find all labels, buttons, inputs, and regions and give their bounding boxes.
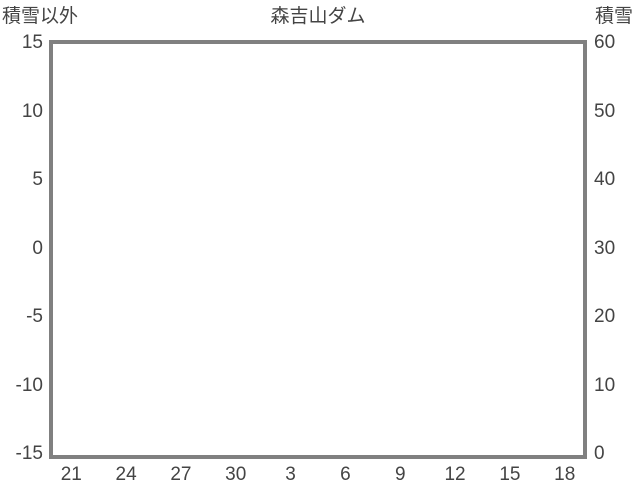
left-axis-tick-6: -15 xyxy=(15,443,43,464)
left-axis-tick-0: 15 xyxy=(21,32,43,53)
x-axis-tick-5: 6 xyxy=(340,464,351,485)
x-axis-tick-7: 12 xyxy=(444,464,466,485)
x-axis-tick-8: 15 xyxy=(499,464,521,485)
x-axis-tick-6: 9 xyxy=(394,464,406,485)
left-axis-tick-3: 0 xyxy=(32,237,43,259)
left-axis-tick-2: 5 xyxy=(32,169,43,190)
x-axis-tick-2: 27 xyxy=(170,464,192,485)
right-axis-tick-3: 30 xyxy=(594,237,616,259)
right-axis-tick-6: 0 xyxy=(594,443,605,464)
right-axis-tick-0: 60 xyxy=(594,32,616,53)
x-axis-tick-0: 21 xyxy=(60,464,82,485)
left-axis-title: 積雪以外 xyxy=(2,6,79,27)
right-axis-title: 積雪 xyxy=(594,6,633,27)
x-axis-tick-3: 30 xyxy=(225,464,247,485)
plot-border xyxy=(49,40,587,459)
left-axis-tick-1: 10 xyxy=(21,100,43,122)
x-axis-tick-9: 18 xyxy=(554,464,576,485)
right-axis-tick-2: 40 xyxy=(594,169,616,190)
right-axis-tick-5: 10 xyxy=(594,374,616,396)
right-axis-tick-4: 20 xyxy=(594,306,616,327)
right-axis-tick-1: 50 xyxy=(594,100,616,122)
x-axis-tick-4: 3 xyxy=(285,464,296,485)
left-axis-tick-5: -10 xyxy=(15,374,43,396)
x-axis-tick-1: 24 xyxy=(115,464,137,485)
left-axis-tick-4: -5 xyxy=(26,306,43,327)
plot-area xyxy=(49,40,587,459)
chart-title: 森吉山ダム xyxy=(270,6,366,27)
